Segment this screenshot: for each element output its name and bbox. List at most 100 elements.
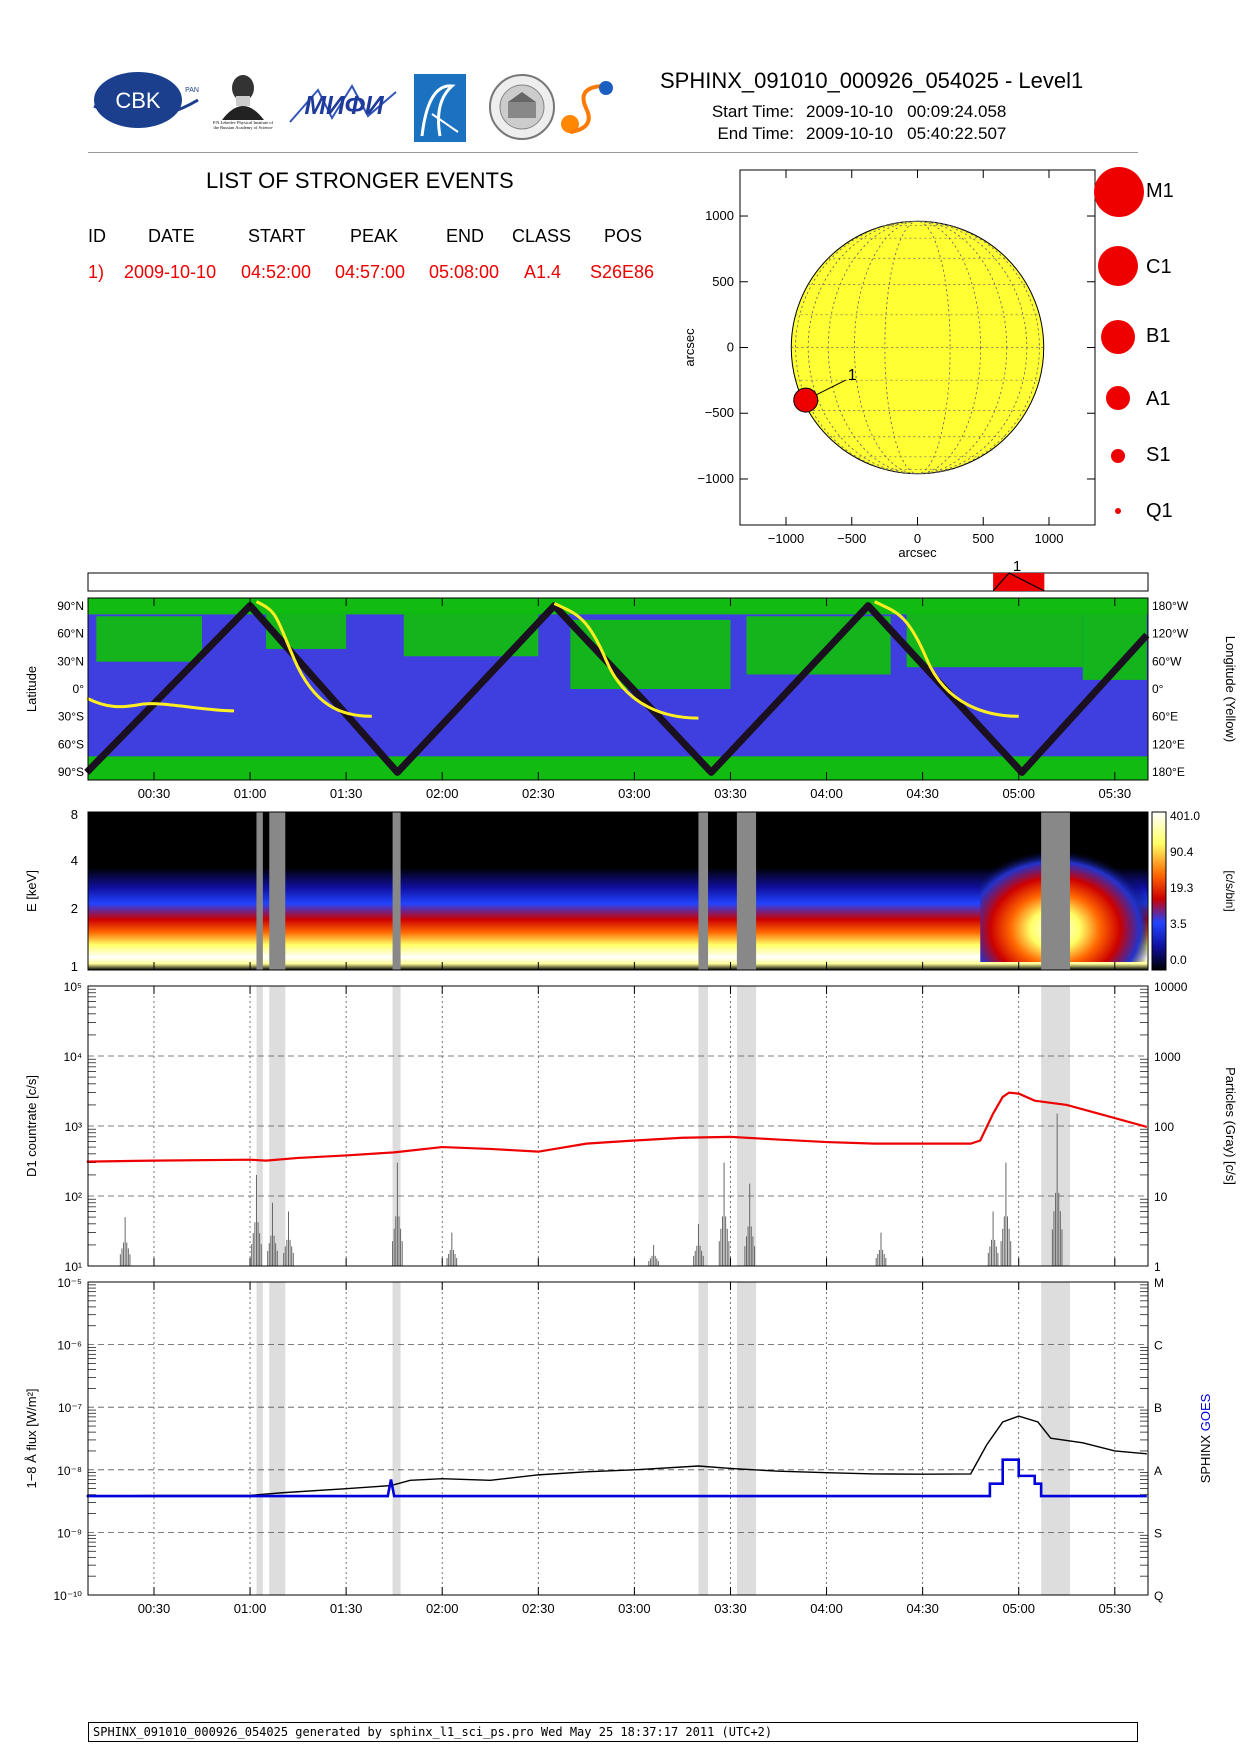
- y-tick-label: −1000: [697, 471, 734, 486]
- latitude-axis-label: Latitude: [24, 666, 39, 712]
- event-pos: S26E86: [590, 262, 655, 282]
- time-tick-label: 04:30: [906, 1601, 939, 1616]
- goes-class-label: Q: [1154, 1589, 1163, 1603]
- goes-class-label: A: [1154, 1464, 1162, 1478]
- event-profile: [992, 572, 1045, 592]
- particles-axis-label: Particles (Gray) [c/s]: [1223, 1067, 1238, 1185]
- event-marker-label: 1: [848, 367, 857, 384]
- mifi-logo: МИФИ: [288, 82, 398, 128]
- x-tick-label: 0: [914, 531, 921, 546]
- sphinx-legend-label: SPHINX: [1198, 1431, 1213, 1483]
- data-gap: [736, 812, 757, 970]
- orbit-frame: [87, 597, 1149, 781]
- event-marker: [793, 387, 819, 413]
- data-gap: [392, 986, 401, 1266]
- event-timeline-bar: [87, 572, 1149, 592]
- size-dot-m1: [1094, 167, 1144, 217]
- observatory-seal-logo: [488, 72, 556, 142]
- y-axis-label: arcsec: [682, 328, 697, 367]
- time-tick-label: 03:00: [618, 1601, 651, 1616]
- particle-region: [570, 619, 731, 689]
- time-series-panels: 1 90°N 60°N 30°N 0° 30°S 60°S 90°S 180°W 120°W 60°…: [24, 560, 1238, 1616]
- data-gap: [1041, 812, 1070, 970]
- particle-region-north: [88, 598, 1148, 615]
- countrate-tick-label: 10⁵: [64, 980, 82, 994]
- particle-region-south: [88, 756, 1148, 780]
- longitude-gridline: [807, 220, 1028, 475]
- spectrogram-frame: [87, 811, 1149, 971]
- countrate-axis-label: D1 countrate [c/s]: [24, 1075, 39, 1177]
- energy-tick-label: 1: [71, 959, 78, 974]
- data-gap: [269, 812, 286, 970]
- y-tick-label: 500: [712, 274, 734, 289]
- size-dot-c1: [1098, 246, 1138, 286]
- time-tick-label: 02:00: [426, 786, 459, 801]
- y-tick-label: 0: [727, 340, 734, 355]
- orbit-track: [84, 602, 1150, 776]
- data-gap: [392, 1282, 401, 1595]
- size-label-s1: S1: [1146, 444, 1171, 466]
- sun-map: −1000 −500 0 500 1000 1000 500 0 −500 −1000 arcsec…: [682, 169, 1096, 560]
- events-title: LIST OF STRONGER EVENTS: [206, 168, 514, 193]
- flux-tick-label: 10⁻¹⁰: [54, 1589, 83, 1603]
- size-label-m1: M1: [1146, 180, 1174, 202]
- x-tick-label: −1000: [768, 531, 805, 546]
- cbk-logo-text: CBK: [115, 88, 161, 113]
- event-end: 05:08:00: [429, 262, 500, 282]
- data-gap: [698, 812, 709, 970]
- report-title: SPHINX_091010_000926_054025 - Level1: [660, 68, 1084, 93]
- longitude-tick-label: 120°E: [1152, 737, 1185, 751]
- time-tick-label: 01:00: [234, 786, 267, 801]
- particle-region: [96, 616, 203, 662]
- flux-tick-label: 10⁻⁹: [57, 1526, 82, 1540]
- time-tick-label: 05:30: [1099, 1601, 1132, 1616]
- energy-tick-label: 2: [71, 901, 78, 916]
- time-tick-label: 00:30: [138, 786, 171, 801]
- time-tick-label: 04:30: [906, 786, 939, 801]
- countrate-tick-label: 10²: [65, 1190, 82, 1204]
- flux-tick-label: 10⁻⁶: [57, 1339, 82, 1353]
- countrate-tick-label: 10⁴: [63, 1050, 82, 1064]
- end-time-label: End Time:: [717, 124, 794, 143]
- time-tick-label: 03:00: [618, 786, 651, 801]
- size-label-c1: C1: [1146, 256, 1172, 278]
- event-peak: 04:57:00: [335, 262, 406, 282]
- energy-tick-label: 8: [71, 807, 78, 822]
- longitude-tick-label: 180°E: [1152, 765, 1185, 779]
- longitude-curve: [86, 696, 235, 713]
- d1-countrate-line: [86, 1091, 1148, 1163]
- col-start: START: [248, 226, 306, 246]
- event-start: 04:52:00: [241, 262, 312, 282]
- size-dot-s1: [1111, 449, 1125, 463]
- colorbar-tick-label: 3.5: [1170, 917, 1187, 931]
- goes-class-label: S: [1154, 1526, 1162, 1540]
- time-tick-label: 03:30: [714, 1601, 747, 1616]
- arch-logo: [414, 74, 466, 142]
- event-class: A1.4: [524, 262, 562, 282]
- flux-right-axis-label: SPHINX GOES: [1198, 1393, 1213, 1483]
- data-gap: [269, 1282, 286, 1595]
- time-tick-label: 02:30: [522, 1601, 555, 1616]
- particles-tick-label: 1000: [1154, 1050, 1181, 1064]
- colorbar-tick-label: 401.0: [1170, 809, 1200, 823]
- flux-axis-label: 1−8 Å flux [W/m²]: [24, 1388, 39, 1488]
- countrate-tick-label: 10¹: [65, 1260, 82, 1274]
- col-id: ID: [88, 226, 106, 246]
- start-time-label: Start Time:: [711, 102, 794, 121]
- y-tick-label: −500: [705, 405, 734, 420]
- particles-tick-label: 100: [1154, 1120, 1174, 1134]
- time-tick-label: 01:00: [234, 1601, 267, 1616]
- size-label-b1: B1: [1146, 325, 1171, 347]
- particles-tick-label: 1: [1154, 1260, 1161, 1274]
- size-dot-b1: [1101, 320, 1135, 354]
- mifi-logo-text: МИФИ: [304, 90, 385, 120]
- x-tick-label: 500: [972, 531, 994, 546]
- swirl-logo: [556, 76, 618, 140]
- latitude-tick-label: 0°: [73, 682, 85, 696]
- cbk-pan-logo: CBK PAN: [88, 70, 200, 130]
- event-span-label: 1: [1013, 560, 1021, 575]
- x-tick-label: −500: [837, 531, 866, 546]
- time-tick-label: 01:30: [330, 1601, 363, 1616]
- time-tick-label: 04:00: [810, 1601, 843, 1616]
- particle-region: [266, 612, 347, 649]
